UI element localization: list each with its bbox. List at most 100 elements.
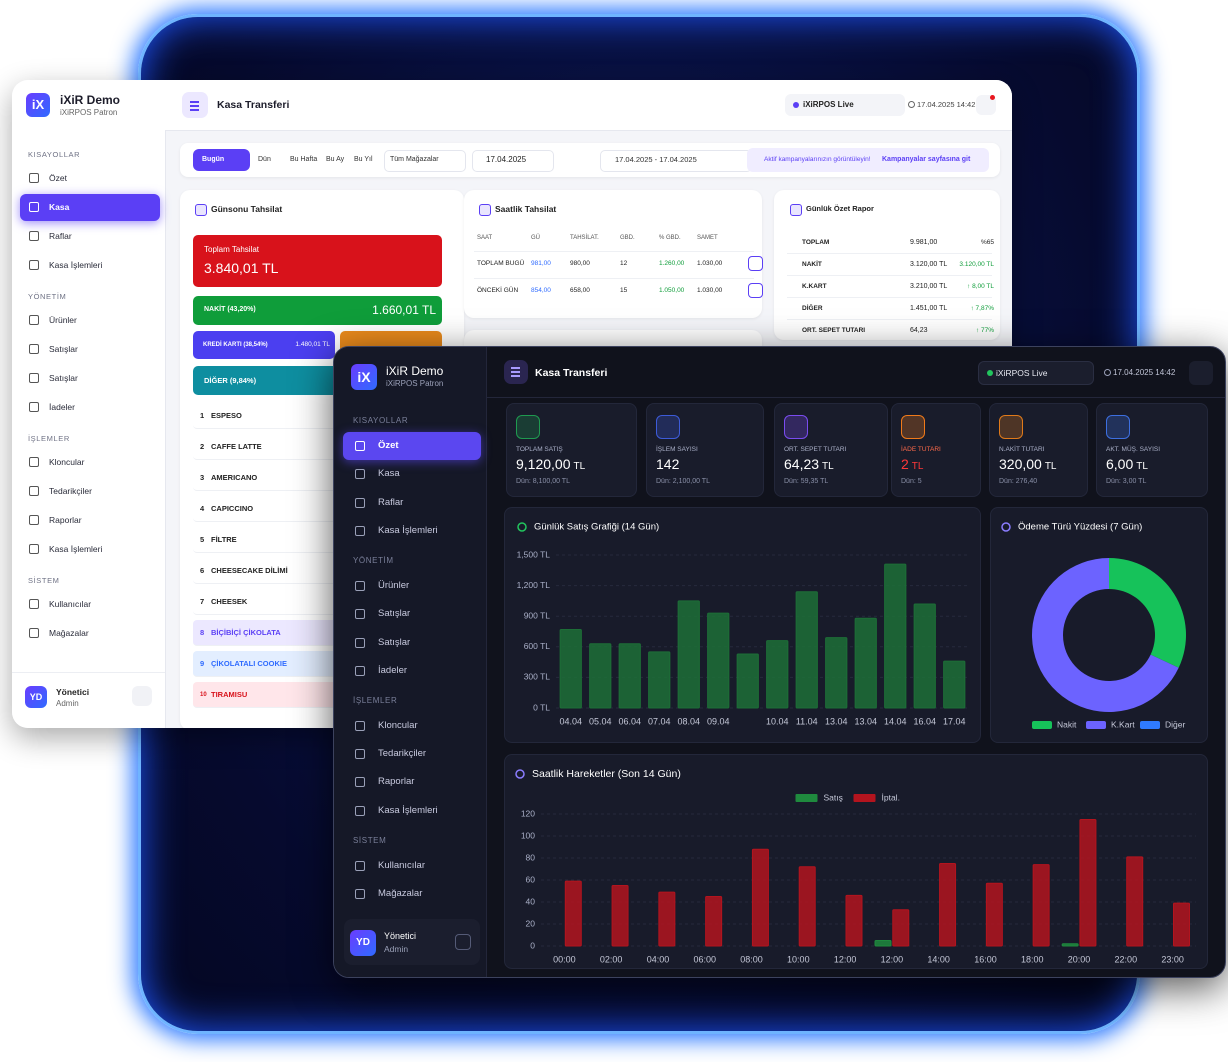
date-filter: 17.04.2025 [486,155,527,164]
expand-button[interactable] [748,256,763,271]
kpi-icon [516,415,540,439]
nav-item[interactable]: Tedarikçiler [49,486,92,496]
card-icon [479,204,491,216]
nav-item[interactable]: Ürünler [378,579,410,591]
bar [884,563,907,709]
nav-icon [29,173,39,183]
nav-item[interactable]: Kullanıcılar [49,599,92,609]
x-tick-label: 17.04 [943,716,966,726]
nav-icon [29,486,39,496]
x-tick-label: 13.04 [854,716,877,726]
nav-item[interactable]: Satışlar [378,636,411,648]
nav-icon [355,609,365,620]
bar [913,603,936,709]
nav-item[interactable]: Raporlar [49,515,82,525]
filter-button[interactable]: Bu Yıl [354,156,373,163]
x-tick-label: 05.04 [589,716,612,726]
filter-button[interactable]: Bugün [202,156,225,163]
card-title: Günlük Özet Rapor [806,204,874,213]
table-header: GBD. [620,235,635,241]
nav-item[interactable]: Kloncular [378,719,418,731]
bar [1079,819,1097,947]
report-label: TOPLAM [802,239,830,246]
x-tick-label: 02:00 [600,954,623,964]
kpi-value: 9,120,00 [516,456,571,472]
kpi-card [646,403,764,497]
topbar [486,347,1225,398]
avatar: YD [350,930,376,956]
y-tick-label: 120 [521,808,535,818]
y-tick-label: 1,500 TL [517,549,551,559]
nav-item[interactable]: Kloncular [49,457,85,467]
filter-button[interactable]: Dün [258,156,271,163]
product-rank: 8 [200,628,205,637]
table-cell: 1.050,00 [659,287,685,294]
kpi-value-row: 320,00 TL [999,456,1057,472]
nav-item[interactable]: Kasa İşlemleri [378,804,438,816]
x-tick-label: 07.04 [648,716,671,726]
nav-item[interactable]: Raflar [49,231,72,241]
expand-button[interactable] [748,283,763,298]
bar [611,885,629,947]
date-box[interactable] [472,150,554,172]
filter-button[interactable]: Bu Ay [326,156,345,163]
cash-value: 1.660,01 TL [372,303,436,317]
menu-icon-line [511,367,520,369]
card-title: Günsonu Tahsilat [211,204,283,214]
nav-item[interactable]: Özet [49,173,67,183]
x-tick-label: 20:00 [1068,954,1091,964]
kpi-value-row: 6,00 TL [1106,456,1148,472]
nav-item[interactable]: İadeler [49,402,75,412]
nav-item[interactable]: Kasa İşlemleri [49,544,103,554]
x-tick-label: 10.04 [766,716,789,726]
bar [943,660,966,709]
bar [658,891,676,947]
nav-section-title: YÖNETİM [353,555,394,565]
divider [12,672,165,673]
store-select[interactable] [785,94,905,116]
table-header: GÜ [531,235,540,241]
bar [985,882,1003,947]
report-change: 3.120,00 TL [959,261,994,268]
sidebar [12,80,166,728]
filter-button[interactable]: Bu Hafta [290,156,318,163]
bell-button[interactable] [1189,361,1213,385]
nav-item[interactable]: Kasa İşlemleri [378,524,438,536]
report-row-line [787,275,992,276]
nav-item[interactable]: Raporlar [378,776,415,788]
nav-item[interactable]: Mağazalar [49,628,89,638]
store-select[interactable] [978,361,1094,385]
menu-icon-line [511,375,520,377]
nav-item[interactable]: Satışlar [49,344,78,354]
nav-section-title: SİSTEM [353,835,387,845]
nav-item[interactable]: Mağazalar [378,888,423,899]
nav-item[interactable]: İadeler [378,664,408,676]
nav-item[interactable]: Özet [378,440,399,451]
bell-button[interactable] [976,95,996,115]
nav-icon [29,315,39,325]
nav-section-title: KISAYOLLAR [28,150,81,159]
campaign-link[interactable]: Kampanyalar sayfasına git [882,156,971,163]
kpi-card [989,403,1088,497]
nav-item[interactable]: Kullanıcılar [378,859,425,871]
nav-item[interactable]: Kasa [49,202,70,212]
nav-item[interactable]: Tedarikçiler [378,748,427,760]
status-dot [987,370,993,376]
nav-item[interactable]: Satışlar [378,608,411,620]
nav-item[interactable]: Raflar [378,496,404,508]
report-label: K.KART [802,283,827,290]
nav-item[interactable]: Kasa [378,468,400,480]
logout-button[interactable] [132,686,152,706]
bar [845,894,863,947]
select-box[interactable] [384,150,466,172]
nav-item[interactable]: Ürünler [49,315,77,325]
logout-button[interactable] [455,934,471,950]
kpi-sub: Dün: 2,100,00 TL [656,478,710,485]
report-value: 1.451,00 TL [910,305,948,312]
product-rank: 2 [200,442,205,451]
nav-item[interactable]: Satışlar [49,373,78,383]
x-tick-label: 08.04 [677,716,700,726]
bar [618,643,641,709]
kpi-card [506,403,637,497]
nav-item[interactable]: Kasa İşlemleri [49,260,103,270]
